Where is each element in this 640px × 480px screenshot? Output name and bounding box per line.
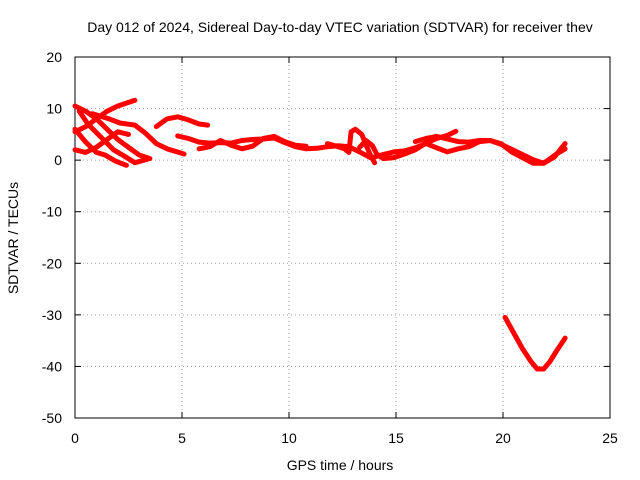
series-arc5 <box>72 126 129 168</box>
y-tick-labels: -50 -40 -30 -20 -10 0 10 20 <box>42 49 62 426</box>
x-tick-label: 20 <box>495 430 511 446</box>
x-tick-label: 10 <box>281 430 297 446</box>
series-arc3 <box>72 129 131 155</box>
series-arc10 <box>325 126 378 166</box>
series-arc6 <box>89 111 187 157</box>
x-tick-label: 0 <box>71 430 79 446</box>
y-tick-label: 0 <box>54 152 62 168</box>
x-tick-label: 15 <box>388 430 404 446</box>
y-tick-label: 20 <box>46 49 62 65</box>
series-group <box>72 97 568 372</box>
x-axis-label: GPS time / hours <box>287 457 394 473</box>
plot-frame <box>74 56 611 419</box>
y-tick-label: -30 <box>42 307 62 323</box>
y-tick-label: -50 <box>42 410 62 426</box>
y-tick-label: 10 <box>46 101 62 117</box>
series-arc7 <box>153 114 211 130</box>
series-arc9 <box>196 133 309 152</box>
y-tick-label: -20 <box>42 255 62 271</box>
x-tick-label: 25 <box>602 430 618 446</box>
series-arc13 <box>412 133 568 166</box>
x-tick-label: 5 <box>178 430 186 446</box>
series-arc14 <box>502 314 568 372</box>
y-axis-label: SDTVAR / TECUs <box>5 182 21 294</box>
grid <box>75 57 610 418</box>
series-arc4 <box>76 108 151 166</box>
y-tick-label: -10 <box>42 204 62 220</box>
series-arc12 <box>370 138 568 166</box>
y-tick-label: -40 <box>42 358 62 374</box>
chart-title: Day 012 of 2024, Sidereal Day-to-day VTE… <box>87 19 593 35</box>
x-tick-labels: 0 5 10 15 20 25 <box>71 430 618 446</box>
ticks <box>74 56 611 419</box>
series-arc2 <box>72 97 138 135</box>
